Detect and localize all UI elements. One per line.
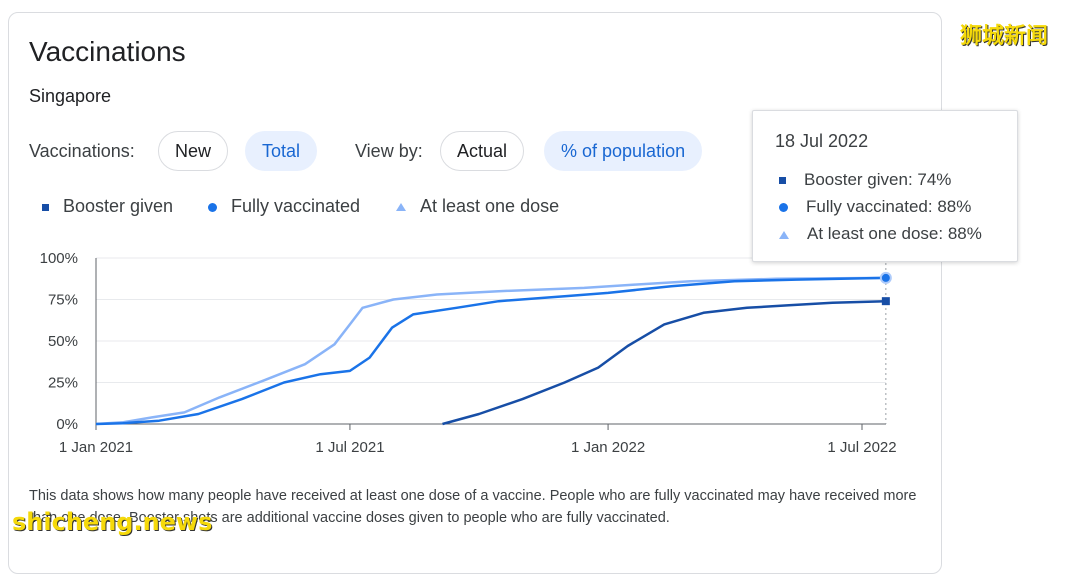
legend-atleast-label: At least one dose — [420, 196, 560, 216]
series-line-0 — [442, 299, 886, 426]
percent-population-toggle-button[interactable]: % of population — [544, 131, 703, 171]
hover-tooltip: 18 Jul 2022 Booster given: 74% Fully vac… — [752, 110, 1018, 262]
legend-fully-label: Fully vaccinated — [231, 196, 361, 216]
tooltip-date: 18 Jul 2022 — [775, 131, 869, 151]
tooltip-fully-value: Fully vaccinated: 88% — [806, 197, 972, 216]
watermark-chinese: 狮城新闻 — [960, 24, 1049, 49]
legend-at-least-one-dose[interactable]: At least one dose — [396, 196, 559, 217]
chart-title: Vaccinations — [29, 36, 186, 67]
total-toggle-button[interactable]: Total — [245, 131, 318, 171]
vaccination-line-chart[interactable]: 0% 25% 50% 75% 100% 1 Jan 2021 1 Jul 2021 1 Jan… — [0, 240, 940, 480]
y-tick-label: 25% — [48, 375, 78, 392]
tooltip-booster-value: Booster given: 74% — [804, 170, 952, 189]
new-toggle-button[interactable]: New — [158, 131, 229, 171]
legend-booster[interactable]: Booster given — [42, 196, 173, 217]
y-tick-label: 0% — [56, 416, 78, 433]
tooltip-row-booster: Booster given: 74% — [779, 170, 951, 190]
triangle-marker-icon — [396, 203, 406, 212]
watermark-site: shicheng.news — [12, 508, 213, 536]
chart-description: This data shows how many people have rec… — [29, 488, 917, 526]
square-marker-icon — [42, 203, 49, 211]
y-tick-label: 50% — [48, 333, 78, 350]
x-tick-label: 1 Jul 2022 — [827, 439, 896, 456]
legend-fully-vaccinated[interactable]: Fully vaccinated — [208, 196, 360, 217]
x-tick-label: 1 Jan 2022 — [571, 439, 645, 456]
y-tick-label: 75% — [48, 292, 78, 309]
tooltip-row-fully: Fully vaccinated: 88% — [779, 197, 971, 217]
fully-end-marker — [879, 271, 892, 284]
x-tick-label: 1 Jan 2021 — [59, 439, 133, 456]
booster-end-marker — [881, 297, 890, 306]
legend-booster-label: Booster given — [63, 196, 174, 216]
vaccinations-label: Vaccinations: — [29, 141, 135, 161]
triangle-marker-icon — [779, 230, 789, 239]
x-tick-label: 1 Jul 2021 — [315, 439, 384, 456]
tooltip-atleast-value: At least one dose: 88% — [807, 224, 982, 243]
location-subtitle: Singapore — [29, 86, 112, 106]
circle-marker-icon — [208, 202, 217, 212]
view-by-label: View by: — [355, 141, 423, 161]
circle-marker-icon — [779, 203, 788, 213]
series-line-1 — [95, 276, 886, 426]
tooltip-row-atleast: At least one dose: 88% — [779, 224, 982, 244]
series-line-2 — [95, 276, 886, 426]
square-marker-icon — [779, 177, 786, 185]
actual-toggle-button[interactable]: Actual — [440, 131, 525, 171]
y-tick-label: 100% — [40, 250, 78, 267]
